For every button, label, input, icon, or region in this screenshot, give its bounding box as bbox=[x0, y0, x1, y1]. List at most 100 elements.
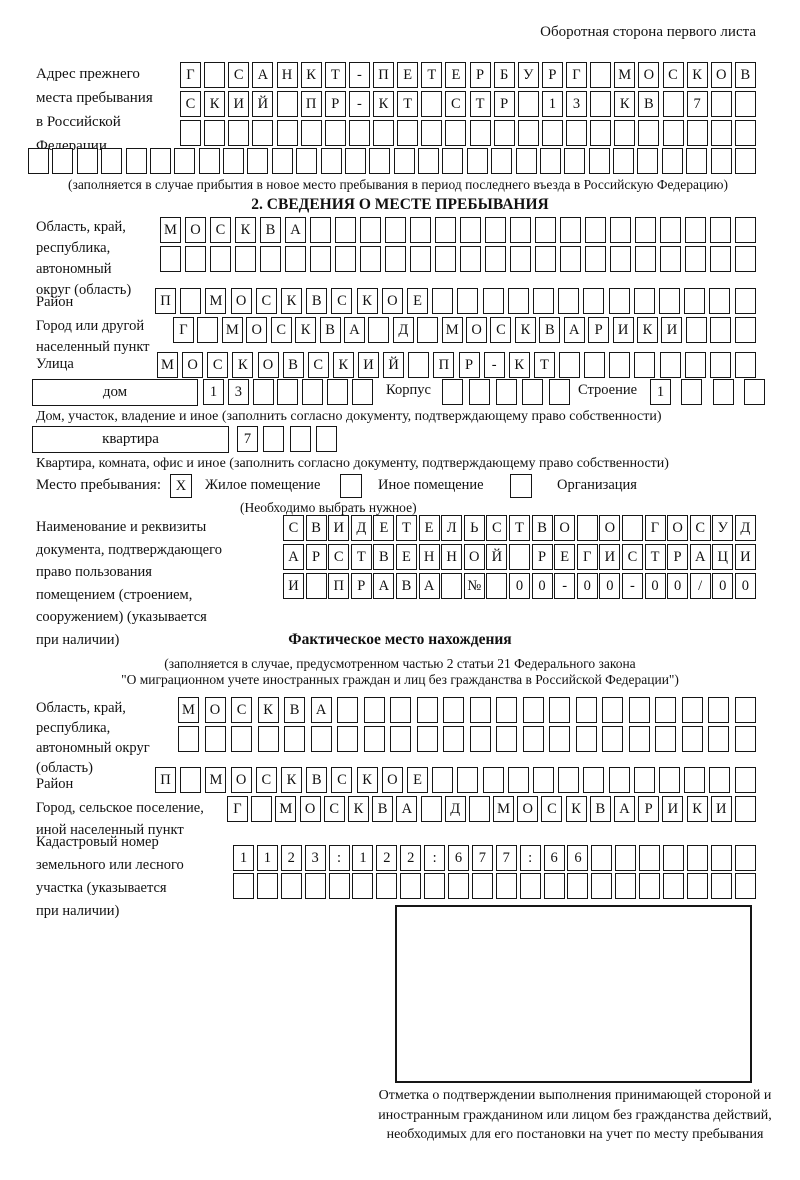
char-cell bbox=[660, 217, 681, 243]
char-cell: Е bbox=[397, 62, 419, 88]
char-cell: В bbox=[282, 352, 304, 378]
raion-label: Район bbox=[36, 294, 74, 310]
char-cell: П bbox=[155, 288, 176, 314]
char-cell bbox=[495, 379, 517, 405]
dokument-label: Наименование и реквизиты документа, подт… bbox=[36, 519, 222, 648]
char-cell bbox=[549, 379, 570, 405]
char-cell bbox=[276, 120, 298, 146]
char-cell: М bbox=[275, 796, 297, 822]
char-cell bbox=[496, 726, 518, 752]
char-cell bbox=[468, 379, 490, 405]
char-cell: 0 bbox=[508, 573, 530, 599]
char-cell: Т bbox=[421, 62, 443, 88]
char-cell bbox=[560, 246, 581, 272]
char-cell: О bbox=[710, 62, 732, 88]
char-cell: С bbox=[210, 217, 231, 243]
char-cell bbox=[482, 288, 504, 314]
fact-note-2: "О миграционном учете иностранных гражда… bbox=[121, 672, 679, 687]
char-cell bbox=[210, 246, 231, 272]
char-cell: Р bbox=[458, 352, 480, 378]
char-cell bbox=[710, 873, 732, 899]
char-cell: Д bbox=[734, 515, 756, 541]
char-cell bbox=[549, 726, 571, 752]
char-cell: 6 bbox=[543, 845, 565, 871]
char-cell bbox=[460, 246, 481, 272]
char-cell: Е bbox=[407, 288, 429, 314]
char-cell: 7 bbox=[495, 845, 517, 871]
char-cell bbox=[482, 767, 504, 793]
char-cell: Л bbox=[441, 515, 463, 541]
char-cell bbox=[228, 120, 250, 146]
char-cell: В bbox=[373, 544, 395, 570]
char-cell bbox=[348, 120, 370, 146]
char-cell bbox=[495, 873, 517, 899]
char-cell bbox=[508, 544, 530, 570]
char-cell: С bbox=[331, 767, 353, 793]
char-cell: : bbox=[519, 845, 541, 871]
char-cell bbox=[639, 845, 661, 871]
char-cell: Й bbox=[252, 91, 274, 117]
char-cell: К bbox=[356, 288, 378, 314]
korpus-row bbox=[442, 379, 570, 405]
char-cell: О bbox=[299, 796, 321, 822]
char-cell bbox=[662, 91, 684, 117]
char-cell: М bbox=[614, 62, 636, 88]
char-cell bbox=[615, 845, 637, 871]
char-cell bbox=[457, 767, 479, 793]
char-cell: - bbox=[348, 62, 370, 88]
char-cell bbox=[681, 697, 703, 723]
char-cell: Т bbox=[644, 544, 666, 570]
char-cell bbox=[352, 873, 374, 899]
char-cell: А bbox=[396, 796, 418, 822]
char-cell: А bbox=[285, 217, 306, 243]
char-cell: И bbox=[710, 796, 732, 822]
char-cell bbox=[327, 379, 349, 405]
char-cell: Е bbox=[395, 544, 417, 570]
char-cell: Ь bbox=[463, 515, 485, 541]
char-cell bbox=[420, 796, 442, 822]
char-cell bbox=[257, 726, 279, 752]
char-cell bbox=[397, 120, 419, 146]
stroenie-row: 1 bbox=[650, 379, 765, 405]
char-cell: О bbox=[466, 317, 488, 343]
char-cell: Е bbox=[445, 62, 467, 88]
char-cell: 6 bbox=[567, 845, 589, 871]
prev-address-note: (заполняется в случае прибытия в новое м… bbox=[67, 177, 729, 192]
char-cell bbox=[558, 288, 580, 314]
oblast-row-2 bbox=[160, 246, 756, 272]
char-cell bbox=[591, 873, 613, 899]
char-cell: А bbox=[418, 573, 440, 599]
fact-raion-label: Район bbox=[36, 776, 74, 792]
char-cell: С bbox=[541, 796, 563, 822]
kadastr-row-2 bbox=[233, 873, 756, 899]
char-cell bbox=[28, 148, 49, 174]
char-cell bbox=[710, 91, 732, 117]
char-cell: 0 bbox=[576, 573, 598, 599]
dom-note: Дом, участок, владение и иное (заполнить… bbox=[36, 409, 662, 424]
char-cell: С bbox=[283, 515, 304, 541]
char-cell bbox=[734, 317, 756, 343]
section2-title: 2. СВЕДЕНИЯ О МЕСТЕ ПРЕБЫВАНИЯ bbox=[251, 196, 549, 213]
char-cell bbox=[310, 246, 331, 272]
char-cell bbox=[101, 148, 123, 174]
char-cell bbox=[522, 379, 544, 405]
char-cell: Г bbox=[566, 62, 587, 88]
fact-oblast-label: Область, край, республика, автономный ок… bbox=[36, 700, 150, 776]
char-cell bbox=[734, 288, 756, 314]
char-cell bbox=[519, 873, 541, 899]
char-cell bbox=[52, 148, 74, 174]
char-cell bbox=[223, 148, 244, 174]
char-cell bbox=[735, 217, 756, 243]
char-cell: С bbox=[180, 91, 201, 117]
char-cell bbox=[418, 148, 439, 174]
char-cell bbox=[628, 697, 650, 723]
char-cell bbox=[376, 873, 398, 899]
char-cell bbox=[638, 120, 660, 146]
char-cell: С bbox=[207, 352, 229, 378]
char-cell bbox=[149, 148, 171, 174]
